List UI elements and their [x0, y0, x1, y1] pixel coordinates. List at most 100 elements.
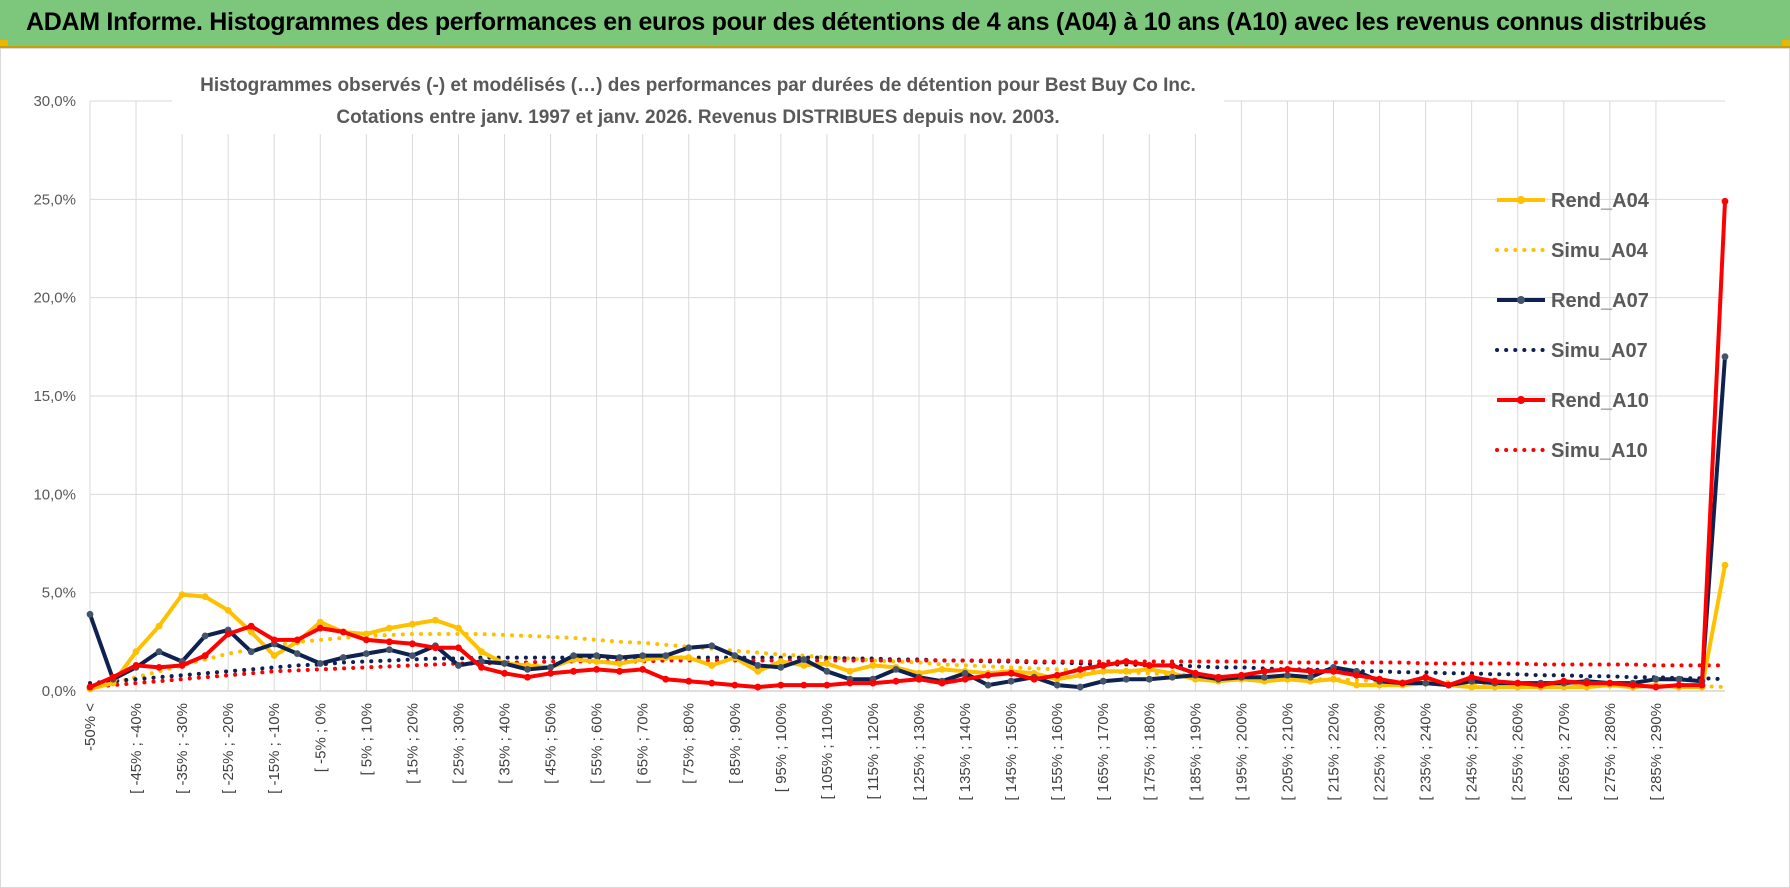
data-point-rend-a04	[455, 624, 462, 632]
data-point-rend-a10	[1261, 667, 1268, 675]
data-point-rend-a07	[662, 652, 670, 659]
data-point-rend-a04	[1353, 681, 1360, 689]
data-point-rend-a07	[385, 646, 393, 654]
y-tick-label: 15,0%	[33, 388, 76, 405]
data-point-rend-a04	[708, 662, 716, 669]
chart-title-background	[172, 64, 1224, 134]
data-point-rend-a07	[570, 652, 577, 659]
data-point-rend-a10	[109, 673, 117, 681]
x-tick-label: [ -45% ; -40%	[128, 703, 145, 794]
data-point-rend-a10	[1629, 681, 1637, 689]
data-point-rend-a10	[1145, 662, 1153, 669]
data-point-rend-a10	[547, 669, 554, 677]
series-line-rend-a10	[88, 199, 1727, 690]
data-point-rend-a10	[984, 671, 992, 679]
x-tick-label: [ 135% ; 140%	[957, 703, 974, 801]
data-point-rend-a10	[86, 683, 94, 691]
data-point-rend-a10	[1030, 675, 1038, 683]
x-tick-label: [ 145% ; 150%	[1003, 703, 1020, 801]
data-point-rend-a10	[1053, 671, 1061, 679]
x-tick-label: [ -35% ; -30%	[174, 703, 191, 794]
data-point-rend-a10	[1099, 662, 1107, 669]
data-point-rend-a10	[1191, 669, 1199, 677]
data-point-rend-a07	[362, 650, 370, 658]
data-point-rend-a07	[593, 652, 601, 659]
data-point-rend-a07	[201, 632, 209, 640]
chart-title-line1: Histogrammes observés (-) et modélisés (…	[200, 75, 1196, 96]
data-point-rend-a10	[731, 681, 739, 689]
data-point-rend-a04	[362, 630, 370, 638]
data-point-rend-a04	[1721, 561, 1729, 569]
data-point-rend-a04	[846, 667, 854, 675]
x-tick-label: [ 85% ; 90%	[727, 703, 744, 784]
x-tick-label: [ 205% ; 210%	[1279, 703, 1296, 801]
data-point-rend-a07	[1284, 671, 1291, 679]
data-point-rend-a07	[1168, 673, 1176, 681]
data-point-rend-a04	[316, 618, 324, 626]
data-point-rend-a10	[224, 630, 232, 638]
x-tick-label: [ 175% ; 180%	[1141, 703, 1158, 801]
x-axis-ticks: -50% < [ -45% ; -40% [ -35% ; -30% [ -25% ;…	[82, 703, 1665, 801]
gridlines	[89, 100, 1725, 692]
data-point-rend-a07	[247, 648, 255, 656]
data-point-rend-a04	[1468, 683, 1476, 691]
data-point-rend-a07	[961, 669, 969, 677]
data-point-rend-a07	[316, 660, 324, 667]
data-point-rend-a10	[1284, 665, 1291, 673]
y-tick-label: 10,0%	[33, 486, 76, 503]
corner-accent-left	[0, 40, 8, 46]
chart-title-line2: Cotations entre janv. 1997 et janv. 2026…	[336, 107, 1059, 128]
x-tick-label: [ 265% ; 270%	[1556, 703, 1573, 801]
legend-label: Simu_A04	[1551, 240, 1649, 262]
data-point-rend-a10	[639, 665, 647, 673]
data-point-rend-a10	[1652, 683, 1660, 691]
legend-item-simu-a10: Simu_A10	[1495, 440, 1648, 462]
x-tick-label: [ 185% ; 190%	[1187, 703, 1204, 801]
x-tick-label: [ 255% ; 260%	[1510, 703, 1527, 801]
x-tick-label: [ 125% ; 130%	[911, 703, 928, 801]
data-point-rend-a07	[1261, 673, 1268, 681]
y-tick-label: 0,0%	[42, 683, 76, 700]
data-point-rend-a10	[1422, 673, 1430, 681]
data-point-rend-a07	[339, 654, 347, 661]
data-point-rend-a04	[132, 648, 140, 656]
data-point-rend-a10	[1583, 679, 1591, 687]
data-point-rend-a07	[1675, 675, 1683, 683]
data-point-rend-a10	[1560, 677, 1568, 685]
y-tick-label: 30,0%	[33, 93, 76, 110]
x-tick-label: [ 105% ; 110%	[819, 703, 836, 799]
legend-item-rend-a07: Rend_A07	[1497, 290, 1649, 312]
data-point-rend-a10	[754, 683, 762, 691]
data-point-rend-a04	[800, 662, 808, 669]
y-tick-label: 20,0%	[33, 290, 76, 307]
series-rend-a07	[86, 353, 1729, 691]
data-point-rend-a07	[1053, 681, 1061, 689]
x-tick-label: [ 225% ; 230%	[1372, 703, 1389, 801]
data-point-rend-a10	[616, 667, 624, 675]
data-point-rend-a10	[1168, 662, 1176, 669]
data-point-rend-a07	[892, 665, 900, 673]
x-tick-label: [ -15% ; -10%	[266, 703, 283, 794]
series-rend-a10	[86, 197, 1729, 691]
x-tick-label: [ 35% ; 40%	[497, 703, 514, 784]
data-point-rend-a10	[1122, 658, 1130, 665]
y-tick-label: 25,0%	[33, 191, 76, 208]
data-point-rend-a10	[270, 636, 278, 644]
data-point-rend-a04	[201, 593, 209, 600]
data-point-rend-a10	[1491, 677, 1499, 685]
data-point-rend-a10	[961, 675, 969, 683]
data-point-rend-a10	[915, 675, 923, 683]
data-point-rend-a07	[616, 654, 624, 661]
data-point-rend-a10	[339, 628, 347, 636]
data-point-rend-a07	[1422, 679, 1430, 687]
data-point-rend-a10	[478, 664, 485, 671]
data-point-rend-a10	[1214, 673, 1222, 681]
series-line-rend-a07	[88, 354, 1727, 690]
x-tick-label: [ 95% ; 100%	[773, 703, 790, 792]
legend: Rend_A04 Simu_A04 Rend_A07 Simu_A07 Rend_A10…	[1495, 190, 1650, 462]
x-tick-label: [ 275% ; 280%	[1602, 703, 1619, 801]
data-point-rend-a07	[86, 610, 94, 618]
corner-accent-right	[1782, 40, 1790, 46]
data-point-rend-a10	[869, 679, 877, 687]
